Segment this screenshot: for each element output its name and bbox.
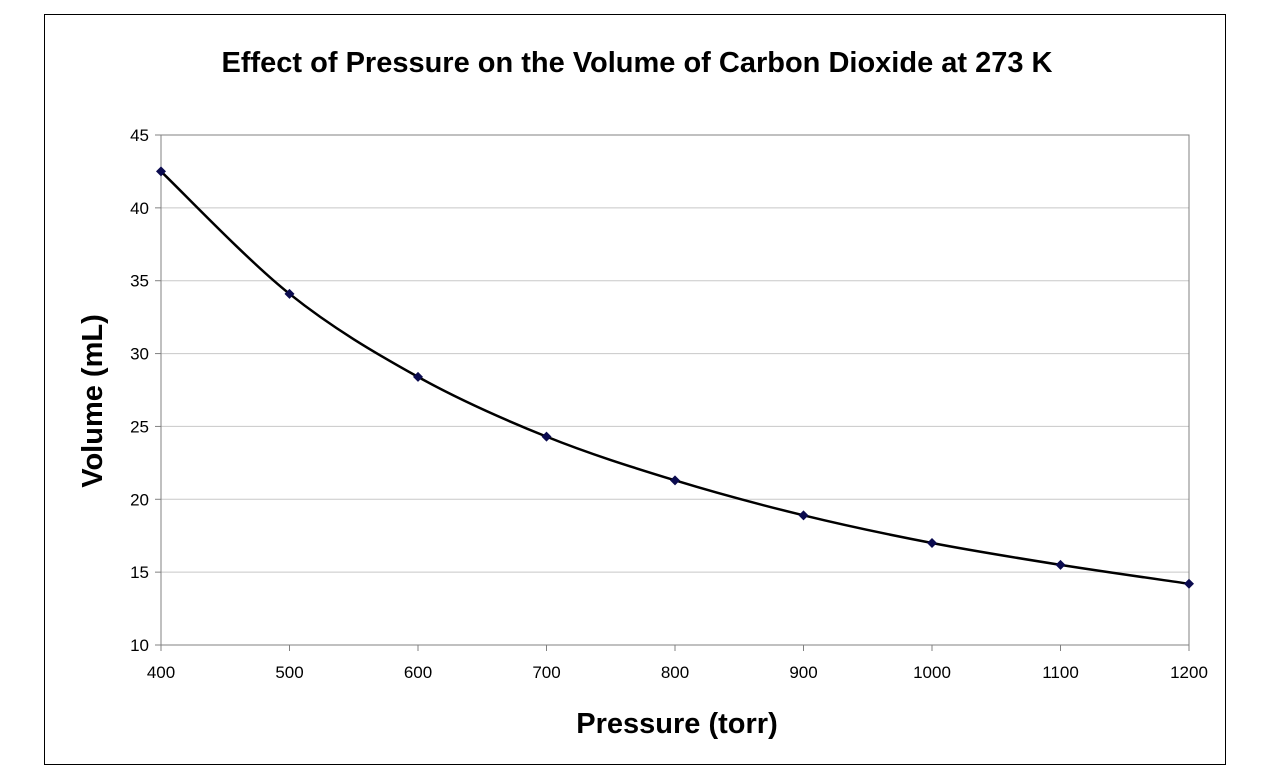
y-tick-label: 10	[130, 636, 149, 655]
y-tick-label: 35	[130, 272, 149, 291]
y-axis-ticks: 10 15 20 25 30 35 40 45	[130, 126, 161, 655]
x-tick-label: 500	[275, 663, 303, 682]
y-tick-label: 25	[130, 417, 149, 436]
data-point	[798, 510, 809, 521]
chart-svg: Effect of Pressure on the Volume of Carb…	[77, 47, 1208, 740]
x-tick-label: 900	[789, 663, 817, 682]
data-point	[670, 475, 680, 486]
data-points	[156, 166, 1194, 589]
y-tick-label: 15	[130, 563, 149, 582]
y-tick-label: 45	[130, 126, 149, 145]
x-tick-label: 700	[532, 663, 560, 682]
data-point	[284, 288, 295, 299]
data-point	[156, 166, 166, 177]
x-tick-label: 1000	[913, 663, 951, 682]
chart-container: Effect of Pressure on the Volume of Carb…	[44, 14, 1226, 765]
data-point	[1055, 559, 1066, 570]
plot-area	[160, 134, 1190, 646]
y-axis-title: Volume (mL)	[77, 314, 109, 487]
data-point	[413, 371, 423, 382]
x-tick-label: 600	[404, 663, 432, 682]
x-tick-label: 400	[147, 663, 175, 682]
chart-title: Effect of Pressure on the Volume of Carb…	[222, 47, 1053, 79]
series-line	[160, 170, 1190, 586]
x-tick-label: 1200	[1170, 663, 1208, 682]
y-tick-label: 40	[130, 199, 149, 218]
x-axis-title: Pressure (torr)	[576, 708, 777, 740]
y-tick-label: 30	[130, 345, 149, 364]
data-point	[541, 431, 552, 442]
data-point	[927, 538, 937, 548]
y-tick-label: 20	[130, 490, 149, 509]
x-axis-ticks: 400 500 600 700 800 900 1000 1100 1200	[147, 645, 1208, 682]
x-tick-label: 800	[661, 663, 689, 682]
data-point	[1184, 578, 1194, 589]
x-tick-label: 1100	[1042, 663, 1079, 682]
gridlines	[161, 207, 1189, 573]
